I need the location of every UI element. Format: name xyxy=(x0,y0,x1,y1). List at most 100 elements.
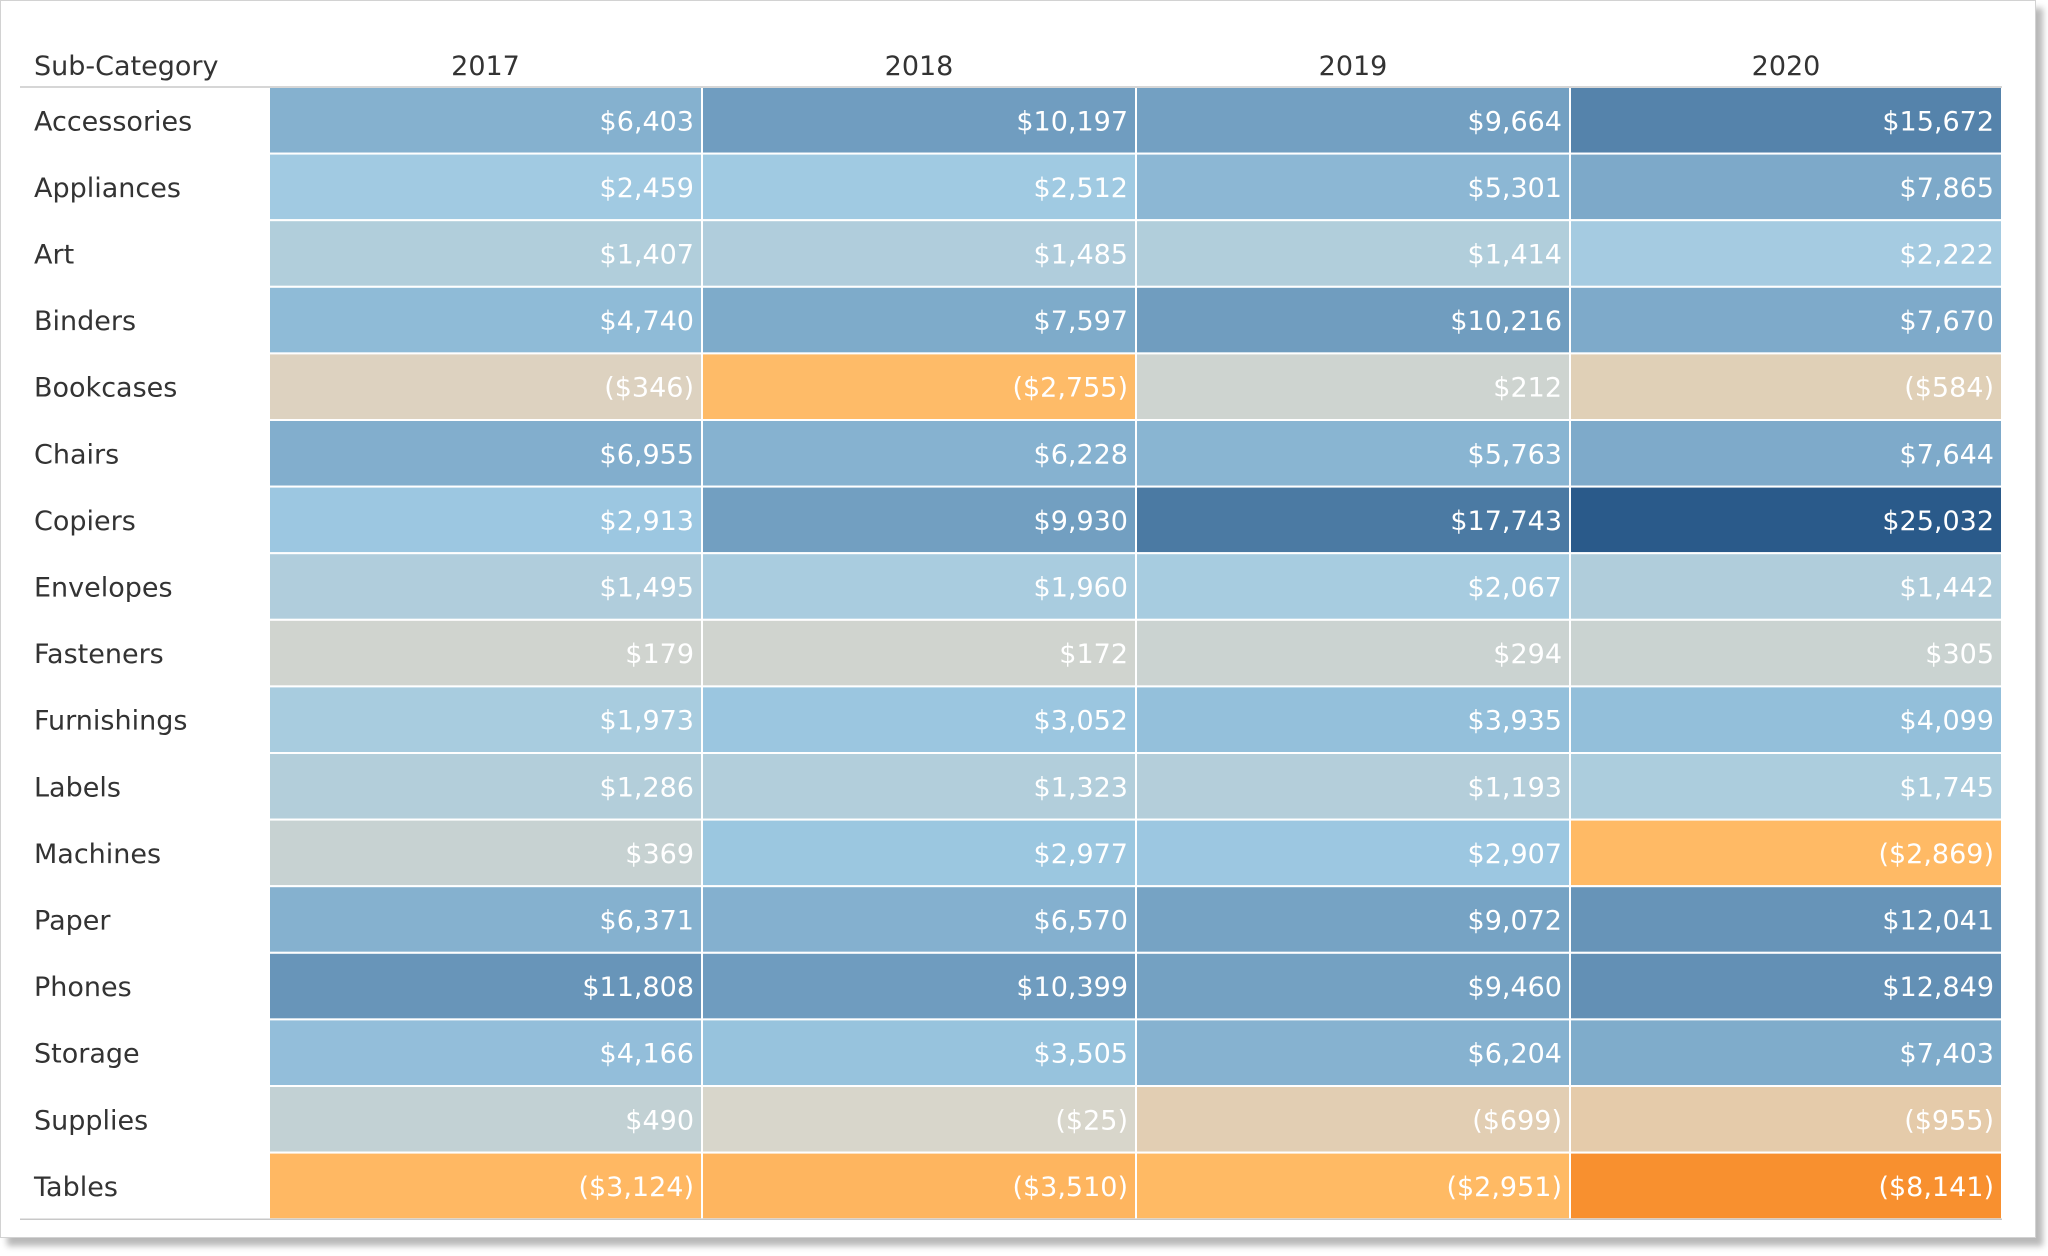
heat-cell-paper-2020[interactable] xyxy=(1569,885,2003,954)
cell-value-phones-2019: $9,460 xyxy=(1468,972,1562,1003)
heat-cell-art-2017[interactable] xyxy=(268,219,703,288)
heat-cell-tables-2017[interactable] xyxy=(268,1151,703,1221)
heat-cell-binders-2017[interactable] xyxy=(268,285,703,355)
cell-value-accessories-2017: $6,403 xyxy=(600,106,694,137)
cell-value-labels-2018: $1,323 xyxy=(1034,772,1128,803)
heat-cell-labels-2017[interactable] xyxy=(268,752,703,821)
cell-value-machines-2017: $369 xyxy=(625,839,694,870)
heat-cell-machines-2018[interactable] xyxy=(701,818,1137,888)
heat-cell-paper-2018[interactable] xyxy=(701,885,1137,954)
heat-cell-machines-2020[interactable] xyxy=(1569,818,2003,888)
row-label-machines: Machines xyxy=(34,839,161,870)
row-label-furnishings: Furnishings xyxy=(34,706,187,737)
cell-value-chairs-2018: $6,228 xyxy=(1034,439,1128,470)
cell-value-phones-2017: $11,808 xyxy=(582,972,694,1003)
heat-cell-bookcases-2019[interactable] xyxy=(1135,352,1571,421)
cell-value-tables-2018: ($3,510) xyxy=(1012,1172,1128,1203)
cell-value-machines-2020: ($2,869) xyxy=(1878,839,1994,870)
cell-value-envelopes-2019: $2,067 xyxy=(1468,573,1562,604)
heat-cell-tables-2020[interactable] xyxy=(1569,1151,2003,1221)
cell-value-machines-2019: $2,907 xyxy=(1468,839,1562,870)
cell-value-envelopes-2020: $1,442 xyxy=(1900,573,1994,604)
cell-value-binders-2018: $7,597 xyxy=(1034,306,1128,337)
row-label-copiers: Copiers xyxy=(34,506,136,537)
cell-value-labels-2019: $1,193 xyxy=(1468,772,1562,803)
cell-value-furnishings-2017: $1,973 xyxy=(600,706,694,737)
heat-cell-bookcases-2017[interactable] xyxy=(268,352,703,421)
heat-cell-machines-2017[interactable] xyxy=(268,818,703,888)
cell-value-bookcases-2017: ($346) xyxy=(604,373,694,404)
cell-value-fasteners-2019: $294 xyxy=(1493,639,1562,670)
heat-cell-bookcases-2020[interactable] xyxy=(1569,352,2003,421)
heat-cell-supplies-2019[interactable] xyxy=(1135,1085,1571,1154)
heat-cell-binders-2020[interactable] xyxy=(1569,285,2003,355)
row-label-envelopes: Envelopes xyxy=(34,573,173,604)
cell-value-fasteners-2017: $179 xyxy=(625,639,694,670)
heat-cell-appliances-2019[interactable] xyxy=(1135,152,1571,222)
heat-cell-phones-2019[interactable] xyxy=(1135,951,1571,1021)
heat-cell-fasteners-2019[interactable] xyxy=(1135,618,1571,688)
cell-value-art-2018: $1,485 xyxy=(1034,240,1128,271)
cell-value-binders-2020: $7,670 xyxy=(1900,306,1994,337)
heat-cell-tables-2018[interactable] xyxy=(701,1151,1137,1221)
heat-cell-copiers-2018[interactable] xyxy=(701,485,1137,555)
heat-cell-furnishings-2019[interactable] xyxy=(1135,685,1571,755)
heat-cell-appliances-2017[interactable] xyxy=(268,152,703,222)
cell-value-binders-2017: $4,740 xyxy=(600,306,694,337)
cell-value-furnishings-2020: $4,099 xyxy=(1900,706,1994,737)
heat-cell-tables-2019[interactable] xyxy=(1135,1151,1571,1221)
column-header-2017: 2017 xyxy=(451,51,520,82)
row-label-labels: Labels xyxy=(34,772,121,803)
heat-cell-labels-2020[interactable] xyxy=(1569,752,2003,821)
cell-value-appliances-2020: $7,865 xyxy=(1900,173,1994,204)
cell-value-appliances-2019: $5,301 xyxy=(1468,173,1562,204)
heat-cell-storage-2020[interactable] xyxy=(1569,1018,2003,1088)
row-header: Sub-Category xyxy=(34,51,218,82)
cell-value-binders-2019: $10,216 xyxy=(1450,306,1562,337)
heat-cell-chairs-2017[interactable] xyxy=(268,419,703,488)
row-label-appliances: Appliances xyxy=(34,173,181,204)
cell-value-accessories-2020: $15,672 xyxy=(1882,106,1994,137)
column-header-2020: 2020 xyxy=(1752,51,1821,82)
cell-value-envelopes-2018: $1,960 xyxy=(1034,573,1128,604)
heat-cell-envelopes-2020[interactable] xyxy=(1569,552,2003,621)
heat-cell-fasteners-2020[interactable] xyxy=(1569,618,2003,688)
row-label-fasteners: Fasteners xyxy=(34,639,164,670)
heat-cell-paper-2017[interactable] xyxy=(268,885,703,954)
cell-value-appliances-2018: $2,512 xyxy=(1034,173,1128,204)
heat-cell-art-2019[interactable] xyxy=(1135,219,1571,288)
heat-cell-binders-2019[interactable] xyxy=(1135,285,1571,355)
heat-cell-labels-2018[interactable] xyxy=(701,752,1137,821)
row-label-accessories: Accessories xyxy=(34,106,192,137)
heat-cell-phones-2017[interactable] xyxy=(268,951,703,1021)
cell-value-copiers-2019: $17,743 xyxy=(1450,506,1562,537)
cell-value-supplies-2017: $490 xyxy=(625,1105,694,1136)
cell-value-storage-2020: $7,403 xyxy=(1900,1039,1994,1070)
row-label-tables: Tables xyxy=(33,1172,118,1203)
cell-value-supplies-2019: ($699) xyxy=(1472,1105,1562,1136)
cell-value-machines-2018: $2,977 xyxy=(1034,839,1128,870)
row-label-bookcases: Bookcases xyxy=(34,373,177,404)
cell-value-appliances-2017: $2,459 xyxy=(600,173,694,204)
heat-cell-supplies-2020[interactable] xyxy=(1569,1085,2003,1154)
row-label-chairs: Chairs xyxy=(34,439,119,470)
heat-cell-accessories-2017[interactable] xyxy=(268,86,703,155)
heat-cell-bookcases-2018[interactable] xyxy=(701,352,1137,421)
cell-value-art-2020: $2,222 xyxy=(1900,240,1994,271)
heat-cell-envelopes-2018[interactable] xyxy=(701,552,1137,621)
heat-cell-copiers-2020[interactable] xyxy=(1569,485,2003,555)
cell-value-accessories-2018: $10,197 xyxy=(1016,106,1128,137)
cell-value-chairs-2020: $7,644 xyxy=(1900,439,1994,470)
heat-cell-storage-2018[interactable] xyxy=(701,1018,1137,1088)
cell-value-paper-2017: $6,371 xyxy=(600,906,694,937)
heat-cell-phones-2018[interactable] xyxy=(701,951,1137,1021)
heat-cell-machines-2019[interactable] xyxy=(1135,818,1571,888)
heat-cell-furnishings-2018[interactable] xyxy=(701,685,1137,755)
row-label-binders: Binders xyxy=(34,306,136,337)
heat-cell-chairs-2020[interactable] xyxy=(1569,419,2003,488)
heat-cell-chairs-2018[interactable] xyxy=(701,419,1137,488)
cell-value-tables-2017: ($3,124) xyxy=(578,1172,694,1203)
cell-value-tables-2020: ($8,141) xyxy=(1878,1172,1994,1203)
heat-cell-copiers-2019[interactable] xyxy=(1135,485,1571,555)
